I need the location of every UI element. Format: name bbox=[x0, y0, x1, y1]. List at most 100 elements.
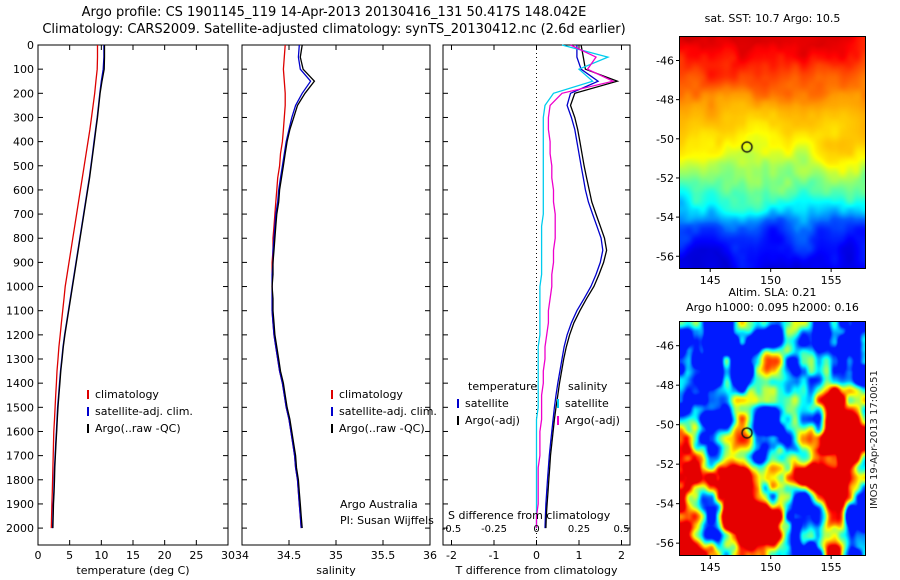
depth-tick-label: 1300 bbox=[6, 353, 34, 366]
lon-tick-label: 150 bbox=[760, 561, 781, 574]
legend-label: Argo(-adj) bbox=[565, 414, 620, 427]
lat-tick-label: -50 bbox=[656, 419, 674, 432]
depth-tick-label: 400 bbox=[13, 136, 34, 149]
depth-tick-label: 1200 bbox=[6, 329, 34, 342]
lat-tick-label: -46 bbox=[656, 54, 674, 67]
lat-tick-label: -56 bbox=[656, 250, 674, 263]
lat-tick-label: -52 bbox=[656, 458, 674, 471]
legend-label: satellite-adj. clim. bbox=[95, 405, 193, 418]
legend-label: satellite bbox=[465, 397, 509, 410]
lat-tick-label: -48 bbox=[656, 94, 674, 107]
depth-tick-label: 2000 bbox=[6, 522, 34, 535]
salinity_profile-series-satellite-adj-clim- bbox=[271, 44, 312, 529]
legend-label: satellite bbox=[565, 397, 609, 410]
x-tick-label: -1 bbox=[489, 549, 500, 562]
legend-title: salinity bbox=[568, 380, 608, 393]
depth-tick-label: 1100 bbox=[6, 305, 34, 318]
difference_profile-series-s-argo-adj- bbox=[535, 44, 615, 529]
temperature_profile-series-climatology bbox=[50, 45, 99, 529]
lat-tick-label: -52 bbox=[656, 172, 674, 185]
x-tick-label: 35.5 bbox=[371, 549, 396, 562]
x-tick-label: 34 bbox=[235, 549, 249, 562]
page-title: Argo profile: CS 1901145_119 14-Apr-2013… bbox=[81, 5, 587, 20]
annotation-pi: PI: Susan Wijffels bbox=[340, 514, 434, 527]
legend-label: climatology bbox=[95, 388, 159, 401]
s-difference-label: S difference from climatology bbox=[448, 509, 611, 522]
s-tick-label: 0.5 bbox=[614, 524, 630, 535]
depth-tick-label: 800 bbox=[13, 232, 34, 245]
lat-tick-label: -56 bbox=[656, 537, 674, 550]
lat-tick-label: -48 bbox=[656, 379, 674, 392]
difference_profile-series-t-satellite bbox=[544, 45, 604, 529]
x-tick-label: 0 bbox=[533, 549, 540, 562]
sst-heatmap bbox=[680, 37, 865, 268]
x-tick-label: -2 bbox=[446, 549, 457, 562]
difference_profile-xlabel: T difference from climatology bbox=[455, 564, 618, 577]
x-tick-label: 34.5 bbox=[277, 549, 302, 562]
depth-tick-label: 600 bbox=[13, 184, 34, 197]
s-tick-label: 0 bbox=[533, 524, 539, 535]
x-tick-label: 1 bbox=[576, 549, 583, 562]
temperature_profile-xlabel: temperature (deg C) bbox=[76, 564, 189, 577]
legend-label: Argo(..raw -QC) bbox=[339, 422, 425, 435]
x-tick-label: 10 bbox=[94, 549, 108, 562]
lon-tick-label: 155 bbox=[821, 561, 842, 574]
x-tick-label: 35 bbox=[329, 549, 343, 562]
depth-tick-label: 0 bbox=[27, 39, 34, 52]
sla-map-subtitle: Argo h1000: 0.095 h2000: 0.16 bbox=[686, 301, 859, 314]
sla_map-frame bbox=[679, 321, 866, 556]
salinity_profile-series-argo-raw-qc- bbox=[271, 44, 316, 529]
depth-tick-label: 1700 bbox=[6, 450, 34, 463]
x-tick-label: 0 bbox=[35, 549, 42, 562]
page-subtitle: Climatology: CARS2009. Satellite-adjuste… bbox=[42, 22, 626, 37]
legend-title: temperature bbox=[468, 380, 537, 393]
annotation-argo-australia: Argo Australia bbox=[340, 498, 418, 511]
legend-label: climatology bbox=[339, 388, 403, 401]
depth-tick-label: 1500 bbox=[6, 401, 34, 414]
salinity_profile-series-climatology bbox=[271, 44, 302, 529]
temperature_profile-frame bbox=[37, 44, 229, 546]
x-tick-label: 15 bbox=[126, 549, 140, 562]
depth-tick-label: 700 bbox=[13, 208, 34, 221]
sst_map-frame bbox=[679, 36, 866, 269]
depth-tick-label: 1400 bbox=[6, 377, 34, 390]
salinity_profile-xlabel: salinity bbox=[316, 564, 356, 577]
salinity_profile-frame bbox=[241, 44, 431, 546]
x-tick-label: 5 bbox=[66, 549, 73, 562]
lon-tick-label: 145 bbox=[700, 561, 721, 574]
sla-heatmap bbox=[680, 322, 865, 555]
depth-tick-label: 1000 bbox=[6, 281, 34, 294]
x-tick-label: 30 bbox=[221, 549, 235, 562]
depth-tick-label: 500 bbox=[13, 160, 34, 173]
legend-label: satellite-adj. clim. bbox=[339, 405, 437, 418]
depth-tick-label: 200 bbox=[13, 87, 34, 100]
x-tick-label: 2 bbox=[618, 549, 625, 562]
lat-tick-label: -54 bbox=[656, 498, 674, 511]
lon-tick-label: 155 bbox=[821, 274, 842, 287]
depth-tick-label: 1600 bbox=[6, 425, 34, 438]
s-tick-label: -0.5 bbox=[442, 524, 462, 535]
temperature_profile-series-argo-raw-qc- bbox=[52, 45, 106, 529]
x-tick-label: 25 bbox=[189, 549, 203, 562]
lon-tick-label: 145 bbox=[700, 274, 721, 287]
depth-tick-label: 1900 bbox=[6, 498, 34, 511]
difference_profile-series-s-satellite bbox=[535, 44, 610, 529]
s-tick-label: -0.25 bbox=[481, 524, 507, 535]
x-tick-label: 36 bbox=[423, 549, 437, 562]
temperature_profile-series-satellite-adj-clim- bbox=[51, 45, 105, 529]
s-tick-label: 0.25 bbox=[568, 524, 590, 535]
depth-tick-label: 100 bbox=[13, 63, 34, 76]
depth-tick-label: 300 bbox=[13, 111, 34, 124]
legend-label: Argo(-adj) bbox=[465, 414, 520, 427]
depth-tick-label: 900 bbox=[13, 256, 34, 269]
depth-tick-label: 1800 bbox=[6, 474, 34, 487]
lat-tick-label: -50 bbox=[656, 133, 674, 146]
sla-map-title: Altim. SLA: 0.21 bbox=[728, 286, 817, 299]
sst-map-title: sat. SST: 10.7 Argo: 10.5 bbox=[704, 12, 841, 25]
difference_profile-series-t-argo-adj- bbox=[545, 44, 620, 529]
lon-tick-label: 150 bbox=[760, 274, 781, 287]
legend-label: Argo(..raw -QC) bbox=[95, 422, 181, 435]
x-tick-label: 20 bbox=[158, 549, 172, 562]
